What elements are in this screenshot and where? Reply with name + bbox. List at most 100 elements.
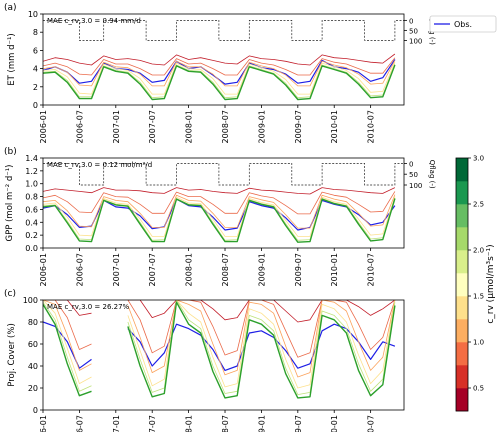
x-tick-label: 2007-07: [148, 253, 157, 286]
x-tick-label: 2010-07: [367, 415, 376, 432]
right-tick-label: 0: [409, 160, 413, 168]
y-tick-label: 0: [33, 101, 38, 110]
x-tick-label: 2009-07: [294, 253, 303, 286]
series-line-crv-1.5: [43, 60, 396, 87]
x-tick-label: 2008-01: [185, 110, 194, 143]
x-tick-label: 2008-01: [185, 415, 194, 432]
x-tick-label: 2006-01: [39, 110, 48, 143]
plot-frame: [42, 13, 405, 106]
colorbar-tick-label: 2.0: [473, 247, 484, 255]
colorbar-cell: [456, 181, 468, 205]
legend-box: [429, 15, 497, 33]
x-tick-label: 2010-01: [330, 253, 339, 286]
y-tick-label: 0.2: [25, 231, 38, 240]
legend-label: Obs.: [454, 20, 472, 29]
y-axis-label: GPP (mol m⁻² d⁻¹): [5, 165, 15, 242]
plot-frame: [42, 299, 405, 411]
colorbar-cell: [456, 388, 468, 412]
x-tick-label: 2008-01: [185, 253, 194, 286]
x-tick-label: 2006-07: [75, 253, 84, 286]
right-tick-label: 50: [409, 27, 418, 35]
x-tick-label: 2007-07: [148, 415, 157, 432]
y-tick-label: 0.0: [25, 244, 38, 253]
series-line-crv-1.5: [43, 300, 396, 378]
right-tick-label: 50: [409, 171, 418, 179]
colorbar-cell: [456, 296, 468, 320]
x-tick-label: 2007-01: [112, 110, 121, 143]
y-tick-label: 4: [33, 65, 38, 74]
colorbar-cell: [456, 204, 468, 228]
y-tick-label: 0: [33, 406, 38, 415]
colorbar-cell: [456, 227, 468, 251]
qflag-line: [43, 20, 404, 41]
series-line-crv-2.0: [43, 62, 396, 95]
colorbar-tick-label: 1.0: [473, 339, 484, 347]
x-tick-label: 2010-01: [330, 110, 339, 143]
series-line-crv-1.5: [43, 194, 396, 229]
series-line-crv-3.0: [43, 64, 396, 101]
colorbar-cell: [456, 319, 468, 343]
mae-annotation: MAE c_rv,3.0 = 26.27%: [47, 303, 130, 311]
colorbar-label: c_rv (μmol/m³s⁻¹): [486, 244, 496, 323]
x-tick-label: 2010-07: [367, 253, 376, 286]
colorbar-cell: [456, 273, 468, 297]
colorbar-cell: [456, 250, 468, 274]
series-line-crv-0.5: [43, 53, 396, 66]
series-line-crv-3.0: [43, 301, 396, 399]
right-tick-label: 100: [409, 182, 422, 190]
qflag-line: [43, 163, 404, 186]
x-tick-label: 2007-01: [112, 415, 121, 432]
x-tick-label: 2006-07: [75, 110, 84, 143]
mae-annotation: MAE c_rv,3.0 = 0.94 mm/d: [47, 17, 141, 25]
y-tick-label: 2: [33, 83, 38, 92]
y-tick-label: 0.8: [25, 193, 38, 202]
x-tick-label: 2008-07: [221, 253, 230, 286]
x-tick-label: 2008-07: [221, 415, 230, 432]
panel-b: (b) 0.0 0.2 0.4 0.6 0.8 1.0 1.2 1.4 GPP (mol m⁻² …: [4, 147, 436, 286]
panel-a: (a) 0 2 4 6 8 10 ET (mm d⁻¹) 2006-01 2006-07 2007-…: [4, 3, 497, 143]
right-axis-label: Qflag (-): [428, 160, 436, 189]
x-tick-label: 2008-07: [221, 110, 230, 143]
y-tick-label: 0.6: [25, 205, 38, 214]
colorbar-tick-label: 2.5: [473, 201, 484, 209]
x-tick-label: 2006-01: [39, 253, 48, 286]
y-axis-label: ET (mm d⁻¹): [7, 33, 17, 85]
panel-label: (c): [4, 289, 16, 299]
y-tick-label: 10: [28, 10, 38, 19]
colorbar-cell: [456, 365, 468, 389]
y-tick-label: 1.0: [25, 180, 38, 189]
series-line-crv-1.0: [43, 300, 396, 358]
x-tick-label: 2009-01: [257, 253, 266, 286]
series-line-crv-0.5: [43, 300, 396, 323]
panel-label: (b): [4, 147, 17, 157]
x-tick-label: 2006-07: [75, 415, 84, 432]
colorbar-cell: [456, 158, 468, 182]
y-tick-label: 100: [23, 296, 38, 305]
plot-frame: [42, 157, 405, 249]
x-tick-label: 2010-01: [330, 415, 339, 432]
right-tick-label: 100: [409, 37, 422, 45]
mae-annotation: MAE c_rv,3.0 = 0.12 mol/m²/d: [47, 161, 152, 169]
y-tick-label: 20: [28, 384, 38, 393]
y-tick-label: 1.4: [25, 154, 38, 163]
y-tick-label: 60: [28, 340, 38, 349]
colorbar-tick-label: 0.5: [473, 385, 484, 393]
y-tick-label: 1.2: [25, 167, 38, 176]
y-tick-label: 0.4: [25, 218, 38, 227]
x-tick-label: 2009-01: [257, 415, 266, 432]
series-line-crv-2.0: [43, 300, 396, 389]
series-line-crv-2.0: [43, 196, 396, 237]
x-tick-label: 2006-01: [39, 415, 48, 432]
y-tick-label: 40: [28, 362, 38, 371]
colorbar-tick-label: 3.0: [473, 155, 484, 163]
y-axis-label: Proj. Cover (%): [7, 323, 17, 387]
y-tick-label: 6: [33, 46, 38, 55]
y-tick-label: 8: [33, 28, 38, 37]
right-tick-label: 0: [409, 17, 413, 25]
colorbar-cell: [456, 342, 468, 366]
x-tick-label: 2009-07: [294, 415, 303, 432]
colorbar: 0.5 1.0 1.5 2.0 2.5 3.0 c_rv (μmol/m³s⁻¹): [455, 155, 496, 412]
series-line-crv-3.0: [43, 198, 396, 243]
x-tick-label: 2010-07: [367, 110, 376, 143]
